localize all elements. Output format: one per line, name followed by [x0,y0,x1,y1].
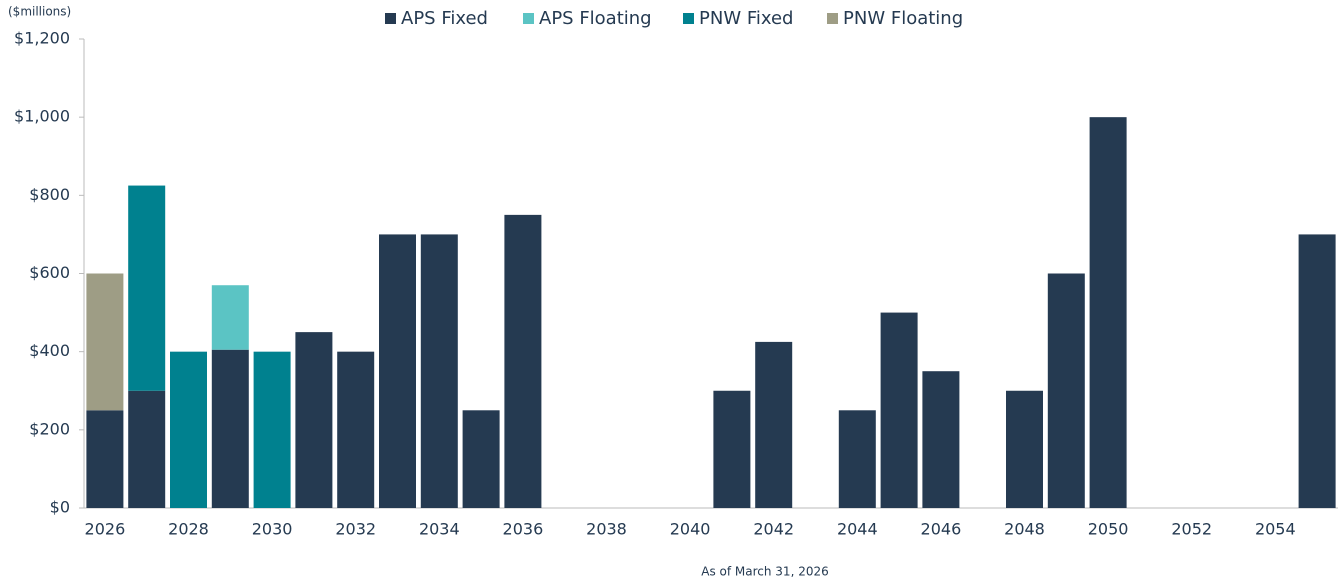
y-tick-label: $800 [29,185,70,204]
bar-segment [420,234,458,508]
x-tick-label: 2032 [335,520,376,539]
y-tick-label: $0 [50,498,70,517]
y-tick-label: $1,000 [14,107,70,126]
x-tick-label: 2030 [252,520,293,539]
x-tick-label: 2048 [1004,520,1045,539]
bar-segment [253,351,291,508]
legend-label: PNW Floating [843,8,963,29]
legend-swatch [523,13,534,24]
bar-segment [1089,117,1127,509]
bar-segment [211,349,249,508]
bar-segment [880,312,918,508]
x-tick-label: 2044 [837,520,878,539]
legend-swatch [683,13,694,24]
bar-segment [1006,390,1043,508]
bar-segment [211,285,249,350]
x-tick-label: 2040 [670,520,711,539]
bar-segment [170,351,207,508]
bar-segment [713,390,751,508]
bar-segment [379,234,416,508]
y-tick-label: $600 [29,263,70,282]
bar-segment [922,371,960,508]
bar-segment [504,214,542,508]
bar-segment [128,390,166,508]
x-tick-label: 2034 [419,520,460,539]
legend-swatch [385,13,396,24]
bar-segment [1047,273,1085,508]
bar-segment [462,410,500,508]
x-tick-label: 2052 [1171,520,1212,539]
bar-segment [838,410,876,508]
bar-segment [295,332,333,508]
x-tick-label: 2026 [85,520,126,539]
x-tick-label: 2050 [1088,520,1129,539]
legend-label: APS Fixed [401,8,488,29]
y-tick-label: $1,200 [14,29,70,48]
bar-segment [755,341,793,508]
bar-segment [86,410,124,508]
legend-swatch [827,13,838,24]
x-tick-label: 2036 [503,520,544,539]
bar-segment [337,351,375,508]
x-tick-label: 2046 [921,520,962,539]
x-tick-label: 2054 [1255,520,1296,539]
legend-label: APS Floating [539,8,652,29]
footnote: As of March 31, 2026 [701,565,829,579]
unit-note: ($millions) [8,5,71,19]
y-tick-label: $200 [29,419,70,438]
x-tick-label: 2038 [586,520,627,539]
bar-segment [1298,234,1336,508]
bar-segment [128,185,166,391]
bar-segment [86,273,124,411]
legend-label: PNW Fixed [699,8,793,29]
y-tick-label: $400 [29,341,70,360]
x-tick-label: 2028 [168,520,209,539]
x-tick-label: 2042 [753,520,794,539]
